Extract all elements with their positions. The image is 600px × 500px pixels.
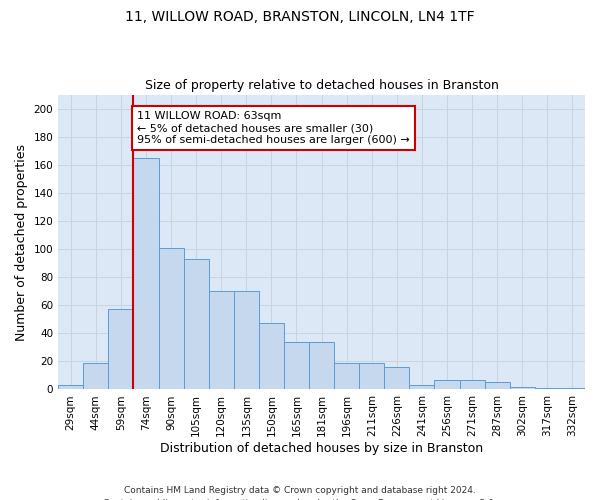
Bar (58, 385, 83, 390)
X-axis label: Distribution of detached houses by size in Branston: Distribution of detached houses by size … (160, 442, 483, 455)
Bar (385, 367, 409, 390)
Bar (209, 291, 234, 390)
Bar (83, 363, 109, 390)
Bar (158, 248, 184, 390)
Text: 11 WILLOW ROAD: 63sqm
← 5% of detached houses are smaller (30)
95% of semi-detac: 11 WILLOW ROAD: 63sqm ← 5% of detached h… (137, 112, 410, 144)
Y-axis label: Number of detached properties: Number of detached properties (15, 144, 28, 340)
Bar (133, 158, 158, 390)
Text: Contains public sector information licensed under the Open Government Licence v3: Contains public sector information licen… (103, 498, 497, 500)
Bar (359, 363, 385, 390)
Bar (434, 380, 460, 390)
Bar (234, 291, 259, 390)
Bar (309, 342, 334, 390)
Bar (184, 259, 209, 390)
Bar (535, 388, 560, 390)
Title: Size of property relative to detached houses in Branston: Size of property relative to detached ho… (145, 79, 499, 92)
Text: Contains HM Land Registry data © Crown copyright and database right 2024.: Contains HM Land Registry data © Crown c… (124, 486, 476, 495)
Bar (334, 363, 359, 390)
Bar (109, 310, 133, 390)
Text: 11, WILLOW ROAD, BRANSTON, LINCOLN, LN4 1TF: 11, WILLOW ROAD, BRANSTON, LINCOLN, LN4 … (125, 10, 475, 24)
Bar (460, 380, 485, 390)
Bar (409, 385, 434, 390)
Bar (560, 388, 585, 390)
Bar (510, 386, 535, 390)
Bar (284, 342, 309, 390)
Bar (485, 382, 510, 390)
Bar (259, 324, 284, 390)
